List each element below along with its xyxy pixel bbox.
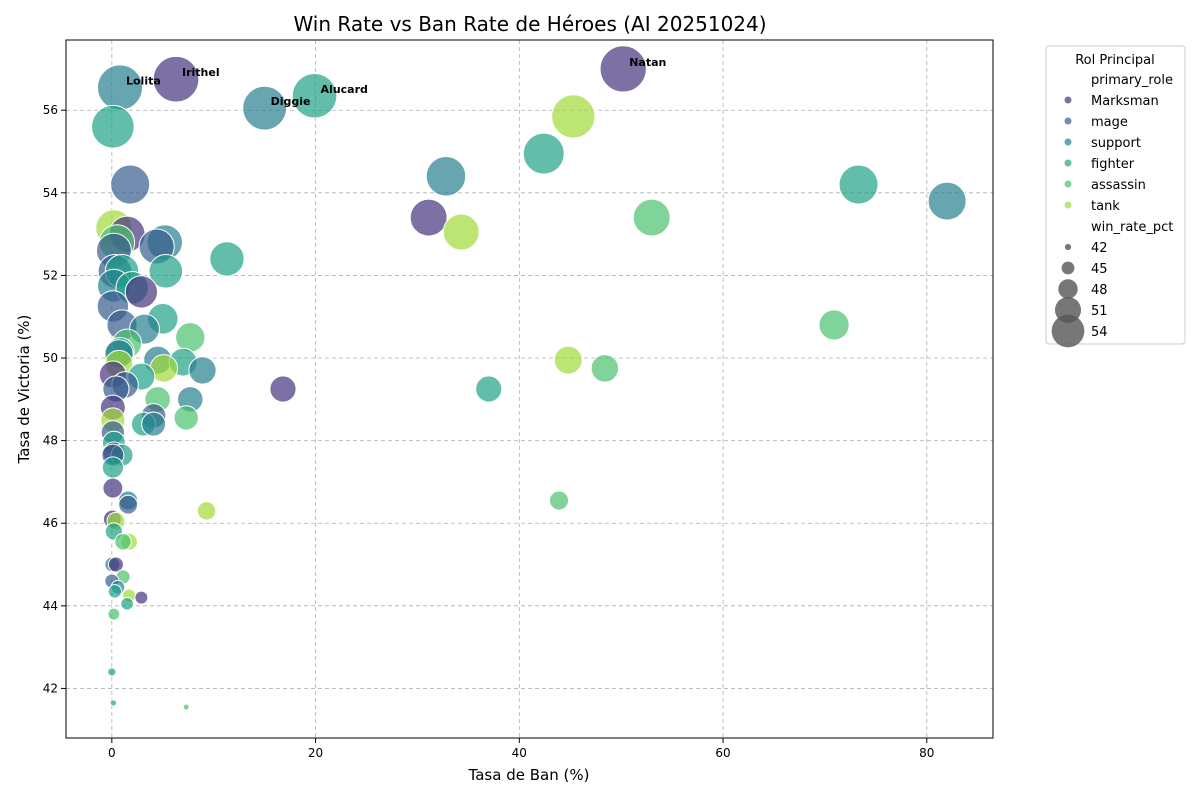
annotation-label: Alucard — [321, 83, 368, 96]
legend-size-header: win_rate_pct — [1091, 220, 1173, 235]
annotation-label: Irithel — [182, 66, 220, 79]
data-points — [91, 45, 967, 711]
point-support — [141, 411, 167, 437]
y-axis-label: Tasa de Victoria (%) — [15, 315, 33, 465]
x-tick-label: 20 — [308, 746, 323, 760]
point-tank — [442, 213, 480, 251]
point-assassin — [548, 490, 570, 511]
point-marksman — [134, 590, 149, 605]
legend-marker — [1064, 96, 1072, 104]
point-marksman — [102, 477, 124, 499]
annotations: Natan Irithel Lolita Alucard Diggie — [126, 56, 666, 108]
point-assassin — [114, 533, 132, 551]
x-tick-label: 60 — [715, 746, 730, 760]
legend-box — [1045, 45, 1186, 345]
point-fighter — [522, 132, 565, 175]
point-marksman — [124, 275, 159, 309]
x-tick-label: 40 — [512, 746, 527, 760]
point-fighter — [120, 596, 134, 611]
legend-marker — [1064, 201, 1072, 209]
annotation-label: Lolita — [126, 74, 161, 87]
point-support — [927, 181, 967, 221]
legend-hue-header: primary_role — [1091, 73, 1173, 88]
point-marksman — [409, 198, 448, 237]
legend-size-label: 54 — [1091, 325, 1108, 340]
legend-role-label: mage — [1091, 115, 1128, 130]
chart-title: Win Rate vs Ban Rate de Héroes (AI 20251… — [293, 12, 766, 36]
plot-frame — [65, 39, 994, 739]
y-tick-label: 50 — [43, 351, 58, 365]
point-tank — [551, 94, 596, 139]
point-assassin — [107, 607, 121, 621]
point-assassin — [632, 198, 671, 237]
y-tick-label: 52 — [43, 268, 58, 282]
point-marksman — [152, 55, 200, 103]
x-tick-label: 0 — [108, 746, 116, 760]
grid — [66, 40, 993, 738]
legend-size-label: 48 — [1091, 283, 1108, 298]
point-mage — [110, 164, 151, 205]
legend-role-label: Marksman — [1091, 94, 1159, 109]
y-tick-label: 56 — [43, 103, 58, 117]
legend-size-marker — [1051, 314, 1085, 348]
point-support — [425, 156, 467, 197]
x-axis-label: Tasa de Ban (%) — [468, 766, 590, 784]
legend: Rol Principal primary_role Marksman mage su… — [1045, 45, 1186, 348]
point-fighter — [291, 72, 338, 119]
point-marksman — [107, 556, 124, 573]
y-tick-label: 42 — [43, 681, 58, 695]
x-tick-label: 80 — [919, 746, 934, 760]
legend-role-label: assassin — [1091, 178, 1146, 193]
y-tick-label: 46 — [43, 516, 58, 530]
point-fighter — [148, 254, 184, 289]
y-tick-label: 44 — [43, 599, 58, 613]
point-fighter — [109, 699, 118, 707]
point-marksman — [269, 375, 297, 403]
point-tank — [196, 501, 217, 521]
point-fighter — [107, 584, 123, 599]
legend-size-label: 45 — [1091, 262, 1108, 277]
legend-size-marker — [1064, 243, 1072, 251]
point-fighter — [209, 241, 245, 277]
point-fighter — [107, 667, 117, 677]
point-fighter — [475, 375, 503, 403]
y-tick-label: 48 — [43, 434, 58, 448]
legend-marker — [1064, 180, 1072, 188]
y-tick-label: 54 — [43, 186, 58, 200]
legend-role-label: fighter — [1091, 157, 1135, 172]
legend-size-label: 42 — [1091, 241, 1108, 256]
point-assassin — [818, 309, 850, 341]
legend-marker — [1064, 117, 1072, 125]
point-support — [242, 85, 288, 131]
axis-ticks: 0 20 40 60 80 42 44 46 48 50 52 54 56 — [43, 103, 935, 760]
point-support — [188, 356, 217, 385]
legend-title: Rol Principal — [1075, 53, 1155, 68]
legend-marker — [1064, 159, 1072, 167]
legend-size-marker — [1061, 261, 1075, 275]
legend-marker — [1064, 138, 1072, 146]
point-assassin — [173, 405, 199, 431]
legend-role-label: tank — [1091, 199, 1120, 214]
point-mage — [118, 494, 139, 515]
point-tank — [553, 345, 583, 375]
point-fighter — [838, 164, 879, 205]
legend-size-marker — [1058, 279, 1078, 299]
point-assassin — [182, 703, 190, 711]
point-assassin — [590, 354, 620, 383]
point-fighter — [91, 104, 135, 149]
annotation-label: Diggie — [271, 95, 311, 108]
point-assassin — [175, 322, 206, 353]
point-fighter — [101, 456, 124, 479]
legend-size-label: 51 — [1091, 304, 1108, 319]
legend-role-label: support — [1091, 136, 1141, 151]
point-marksman — [599, 45, 647, 93]
annotation-label: Natan — [629, 56, 666, 69]
